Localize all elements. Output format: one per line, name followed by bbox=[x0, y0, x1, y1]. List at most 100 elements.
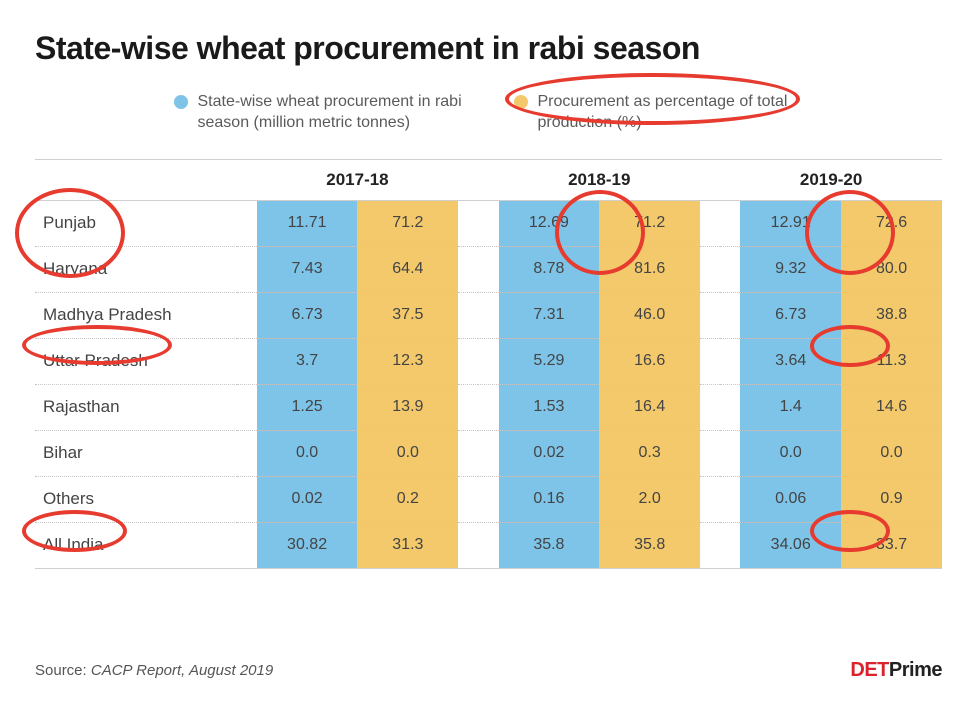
val-y2-metric1: 35.8 bbox=[499, 522, 600, 568]
state-cell: Haryana bbox=[35, 246, 237, 292]
val-y1-metric2: 0.0 bbox=[357, 430, 458, 476]
table-row: Haryana 7.4364.4 8.7881.6 9.3280.0 bbox=[35, 246, 942, 292]
spacer bbox=[700, 292, 720, 338]
brand-logo: DETPrime bbox=[850, 659, 942, 682]
val-y1-metric1: 0.02 bbox=[257, 476, 358, 522]
brand-et: ET bbox=[864, 659, 889, 681]
val-y2-metric1: 0.02 bbox=[499, 430, 600, 476]
spacer bbox=[237, 430, 257, 476]
val-y3-metric1: 0.06 bbox=[740, 476, 841, 522]
spacer bbox=[720, 522, 740, 568]
legend: State-wise wheat procurement in rabi sea… bbox=[35, 92, 942, 134]
val-y2-metric1: 1.53 bbox=[499, 384, 600, 430]
chart-title: State-wise wheat procurement in rabi sea… bbox=[35, 30, 942, 67]
val-y2-metric1: 8.78 bbox=[499, 246, 600, 292]
val-y3-metric1: 12.91 bbox=[740, 200, 841, 246]
val-y3-metric2: 38.8 bbox=[841, 292, 942, 338]
spacer bbox=[700, 522, 720, 568]
col-state bbox=[35, 159, 237, 200]
spacer bbox=[458, 476, 478, 522]
col-year-1: 2017-18 bbox=[237, 159, 479, 200]
col-year-2: 2018-19 bbox=[478, 159, 720, 200]
val-y1-metric2: 71.2 bbox=[357, 200, 458, 246]
spacer bbox=[237, 522, 257, 568]
val-y3-metric1: 6.73 bbox=[740, 292, 841, 338]
val-y3-metric1: 0.0 bbox=[740, 430, 841, 476]
spacer bbox=[720, 338, 740, 384]
spacer bbox=[458, 338, 478, 384]
legend-label-metric1: State-wise wheat procurement in rabi sea… bbox=[198, 92, 464, 134]
spacer bbox=[458, 384, 478, 430]
spacer bbox=[700, 200, 720, 246]
spacer bbox=[478, 430, 498, 476]
spacer bbox=[700, 476, 720, 522]
val-y3-metric1: 34.06 bbox=[740, 522, 841, 568]
footer: Source: CACP Report, August 2019 DETPrim… bbox=[35, 659, 942, 682]
val-y2-metric2: 0.3 bbox=[599, 430, 700, 476]
val-y3-metric2: 0.0 bbox=[841, 430, 942, 476]
spacer bbox=[237, 246, 257, 292]
spacer bbox=[478, 246, 498, 292]
source-value: CACP Report, August 2019 bbox=[91, 662, 273, 679]
val-y3-metric2: 33.7 bbox=[841, 522, 942, 568]
table-row: All India30.8231.335.835.834.0633.7 bbox=[35, 522, 942, 568]
val-y2-metric2: 16.4 bbox=[599, 384, 700, 430]
spacer bbox=[720, 292, 740, 338]
spacer bbox=[458, 430, 478, 476]
state-cell: All India bbox=[35, 522, 237, 568]
spacer bbox=[720, 476, 740, 522]
state-cell: Madhya Pradesh bbox=[35, 292, 237, 338]
val-y1-metric1: 0.0 bbox=[257, 430, 358, 476]
val-y2-metric1: 5.29 bbox=[499, 338, 600, 384]
spacer bbox=[478, 476, 498, 522]
val-y1-metric1: 7.43 bbox=[257, 246, 358, 292]
source-label: Source: bbox=[35, 662, 91, 679]
val-y2-metric2: 2.0 bbox=[599, 476, 700, 522]
table-row: Bihar0.00.00.020.30.00.0 bbox=[35, 430, 942, 476]
table-header-row: 2017-18 2018-19 2019-20 bbox=[35, 159, 942, 200]
val-y2-metric2: 81.6 bbox=[599, 246, 700, 292]
val-y2-metric2: 35.8 bbox=[599, 522, 700, 568]
spacer bbox=[700, 384, 720, 430]
val-y1-metric1: 30.82 bbox=[257, 522, 358, 568]
spacer bbox=[458, 200, 478, 246]
spacer bbox=[478, 200, 498, 246]
table-row: Punjab11.7171.212.6971.212.9172.6 bbox=[35, 200, 942, 246]
val-y3-metric2: 72.6 bbox=[841, 200, 942, 246]
val-y3-metric2: 14.6 bbox=[841, 384, 942, 430]
brand-prime: Prime bbox=[889, 659, 942, 681]
legend-dot-blue bbox=[174, 95, 188, 109]
state-cell: Bihar bbox=[35, 430, 237, 476]
val-y1-metric1: 1.25 bbox=[257, 384, 358, 430]
val-y1-metric2: 64.4 bbox=[357, 246, 458, 292]
val-y3-metric2: 0.9 bbox=[841, 476, 942, 522]
val-y3-metric2: 80.0 bbox=[841, 246, 942, 292]
legend-item-metric1: State-wise wheat procurement in rabi sea… bbox=[174, 92, 464, 134]
val-y3-metric1: 9.32 bbox=[740, 246, 841, 292]
val-y1-metric1: 3.7 bbox=[257, 338, 358, 384]
spacer bbox=[237, 338, 257, 384]
data-table: 2017-18 2018-19 2019-20 Punjab11.7171.21… bbox=[35, 159, 942, 569]
legend-dot-yellow bbox=[514, 95, 528, 109]
spacer bbox=[720, 200, 740, 246]
spacer bbox=[237, 384, 257, 430]
val-y1-metric2: 12.3 bbox=[357, 338, 458, 384]
val-y3-metric2: 11.3 bbox=[841, 338, 942, 384]
val-y2-metric1: 7.31 bbox=[499, 292, 600, 338]
legend-item-metric2: Procurement as percentage of total produ… bbox=[514, 92, 804, 134]
val-y1-metric2: 0.2 bbox=[357, 476, 458, 522]
col-year-3: 2019-20 bbox=[720, 159, 942, 200]
state-cell: Rajasthan bbox=[35, 384, 237, 430]
val-y1-metric1: 6.73 bbox=[257, 292, 358, 338]
spacer bbox=[720, 246, 740, 292]
spacer bbox=[700, 430, 720, 476]
val-y3-metric1: 3.64 bbox=[740, 338, 841, 384]
spacer bbox=[237, 292, 257, 338]
spacer bbox=[478, 292, 498, 338]
spacer bbox=[237, 200, 257, 246]
table-container: 2017-18 2018-19 2019-20 Punjab11.7171.21… bbox=[35, 159, 942, 569]
val-y2-metric2: 71.2 bbox=[599, 200, 700, 246]
spacer bbox=[237, 476, 257, 522]
legend-label-metric2: Procurement as percentage of total produ… bbox=[538, 92, 804, 134]
state-cell: Uttar Pradesh bbox=[35, 338, 237, 384]
